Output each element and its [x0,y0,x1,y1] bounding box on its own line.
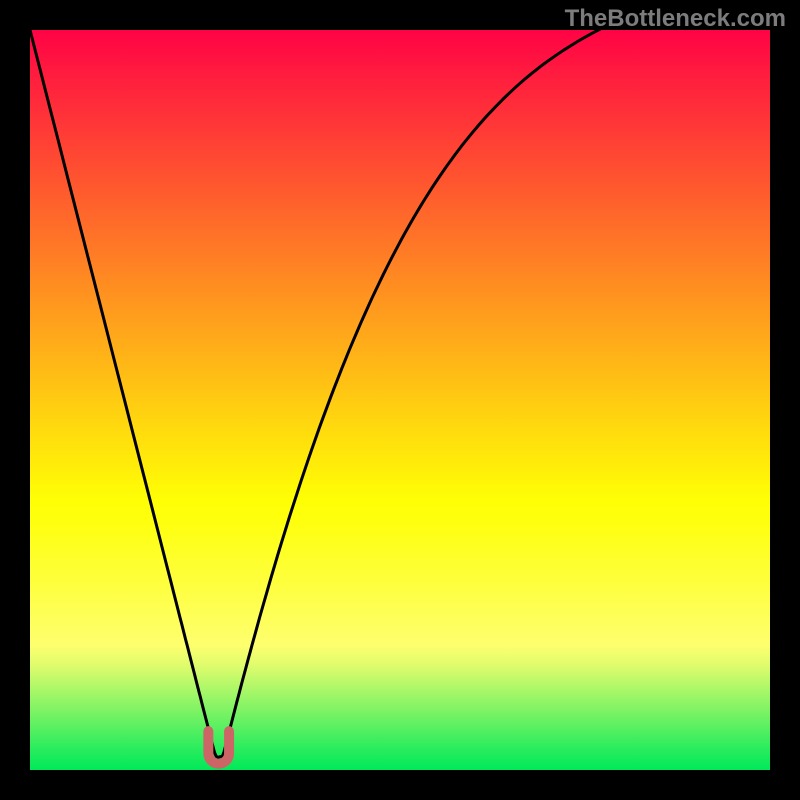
chart-frame: TheBottleneck.com [0,0,800,800]
bottleneck-chart [30,30,770,770]
chart-background [30,30,770,770]
watermark-text: TheBottleneck.com [565,5,786,33]
